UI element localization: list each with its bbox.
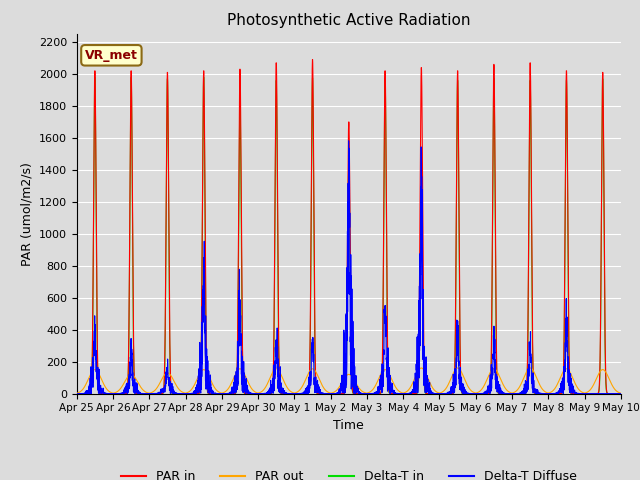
Text: VR_met: VR_met (85, 49, 138, 62)
Y-axis label: PAR (umol/m2/s): PAR (umol/m2/s) (20, 162, 33, 265)
X-axis label: Time: Time (333, 419, 364, 432)
Legend: PAR in, PAR out, Delta-T in, Delta-T Diffuse: PAR in, PAR out, Delta-T in, Delta-T Dif… (116, 465, 582, 480)
Title: Photosynthetic Active Radiation: Photosynthetic Active Radiation (227, 13, 470, 28)
